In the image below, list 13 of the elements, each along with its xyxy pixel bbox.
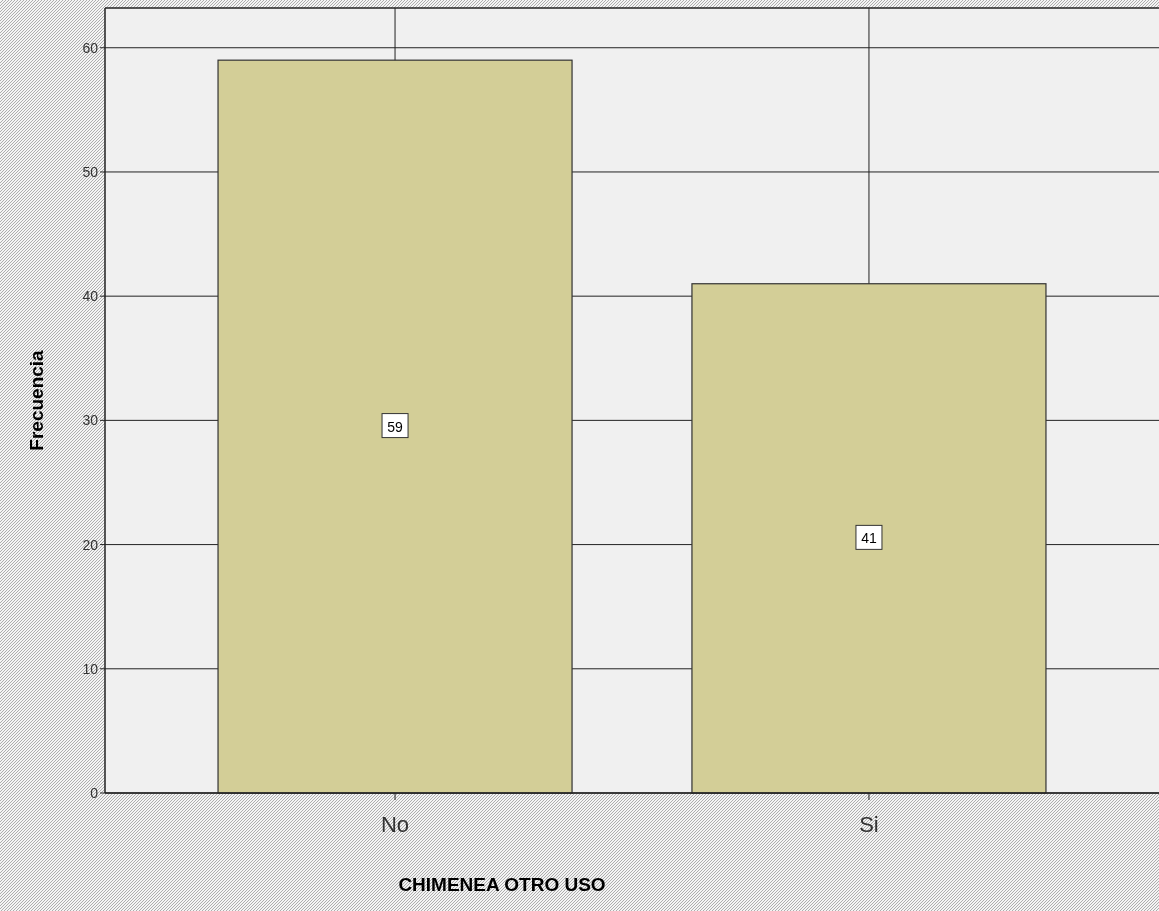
y-tick-label: 50 — [82, 163, 99, 180]
x-axis-title: CHIMENEA OTRO USO — [398, 874, 606, 895]
y-tick-label: 40 — [82, 288, 99, 305]
y-tick-label: 30 — [82, 412, 99, 429]
y-axis-title: Frecuencia — [26, 349, 47, 451]
x-tick-label: Si — [859, 812, 879, 837]
data-label: 41 — [861, 530, 877, 547]
y-tick-label: 10 — [82, 660, 99, 677]
x-tick-label: No — [380, 812, 410, 837]
y-tick-label: 60 — [82, 39, 99, 56]
y-tick-label: 0 — [90, 785, 99, 801]
data-label: 59 — [387, 418, 404, 435]
y-tick-label: 20 — [82, 536, 99, 553]
